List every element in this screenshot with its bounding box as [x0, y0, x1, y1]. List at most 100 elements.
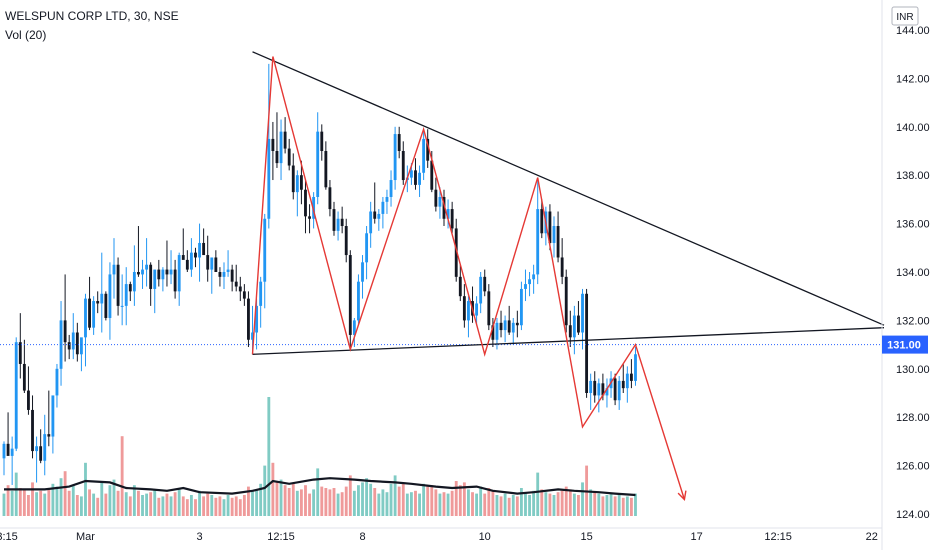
candle-body [214, 257, 218, 272]
candle-body [499, 322, 503, 331]
volume-bar [108, 485, 112, 516]
candle-body [279, 131, 283, 164]
price-tick-label: 130.00 [896, 364, 930, 376]
volume-bar [515, 496, 519, 516]
volume-bar [100, 481, 104, 516]
volume-bar [47, 489, 51, 516]
candle-body [605, 388, 609, 396]
volume-bar [295, 490, 299, 516]
volume-bar [499, 496, 503, 516]
currency-label: INR [896, 12, 913, 23]
currency-badge [891, 6, 919, 26]
volume-bar [255, 489, 259, 516]
volume-bar [18, 488, 22, 516]
candle-body [124, 284, 128, 306]
candle-body [149, 264, 153, 289]
time-tick-label: 12:15 [764, 531, 792, 543]
volume-bar [532, 490, 536, 516]
volume-indicator-label[interactable]: Vol (20) [5, 28, 47, 42]
time-tick-label: 13:15 [0, 531, 18, 543]
candle-body [491, 325, 495, 340]
volume-bar [120, 436, 124, 516]
volume-bar [137, 490, 140, 516]
candle-body [145, 264, 149, 270]
candle-body [161, 269, 165, 280]
candle-body [55, 368, 59, 396]
candle-body [495, 322, 499, 340]
volume-bar [271, 462, 275, 516]
volume-bar [275, 482, 279, 516]
volume-bar [308, 493, 311, 516]
candle-body [426, 138, 430, 161]
volume-bar [483, 493, 487, 516]
candle-body [6, 443, 10, 456]
volume-bar [393, 475, 397, 516]
candle-body [519, 288, 523, 326]
candle-body [189, 252, 193, 270]
candle-body [572, 315, 576, 338]
candle-body [157, 269, 161, 280]
candle-body [169, 269, 173, 275]
time-tick-label: 22 [866, 531, 878, 543]
candle-body [238, 286, 242, 292]
volume-bar [540, 489, 544, 516]
candle-body [173, 269, 177, 292]
candle-body [251, 332, 254, 340]
candle-body [259, 281, 263, 306]
candle-body [267, 138, 271, 219]
candle-body [393, 134, 397, 181]
volume-bar [377, 493, 381, 516]
candle-body [43, 434, 47, 461]
volume-bar [605, 495, 609, 516]
candle-body [369, 211, 373, 234]
volume-bar [96, 497, 100, 516]
candle-body [206, 255, 210, 270]
volume-bar [418, 493, 421, 516]
candle-body [153, 269, 157, 289]
volume-bar [568, 489, 572, 516]
candle-body [442, 196, 446, 219]
volume-bar [385, 492, 389, 516]
candle-body [84, 298, 87, 338]
candle-body [88, 298, 91, 328]
symbol-title[interactable]: WELSPUN CORP LTD, 30, NSE [5, 9, 179, 23]
candle-body [601, 383, 605, 396]
volume-bar [458, 485, 462, 516]
volume-bar [475, 493, 479, 516]
candle-body [385, 196, 389, 202]
volume-bar [316, 468, 320, 516]
candle-body [263, 218, 267, 282]
volume-bars [2, 397, 637, 516]
candle-body [414, 170, 417, 185]
volume-bar [128, 496, 132, 516]
candle-body [141, 269, 144, 275]
candle-body [210, 257, 214, 270]
candle-body [487, 291, 491, 326]
candle-body [430, 160, 434, 190]
candle-body [51, 395, 55, 437]
candle-body [39, 446, 43, 461]
volume-bar [75, 495, 79, 516]
candle-body [422, 138, 426, 173]
candle-body [2, 443, 6, 459]
volume-bar [462, 482, 466, 516]
volume-bar [332, 488, 336, 516]
volume-bar [242, 495, 246, 516]
candle-body [629, 373, 633, 381]
volume-bar [194, 499, 197, 516]
current-price-badge [882, 335, 928, 354]
volume-bar [259, 483, 263, 516]
candle-body [63, 320, 67, 343]
volume-bar [348, 475, 352, 516]
candle-body [483, 276, 487, 292]
volume-bar [251, 490, 254, 516]
volume-bar [173, 492, 177, 516]
volume-bar [263, 465, 267, 516]
volume-bar [287, 488, 291, 516]
candle-body [389, 180, 393, 197]
candle-body [397, 134, 401, 151]
candle-body [328, 187, 332, 210]
time-axis: 13:15 Mar 3 12:15 8 10 15 17 12:15 22 [0, 527, 882, 543]
